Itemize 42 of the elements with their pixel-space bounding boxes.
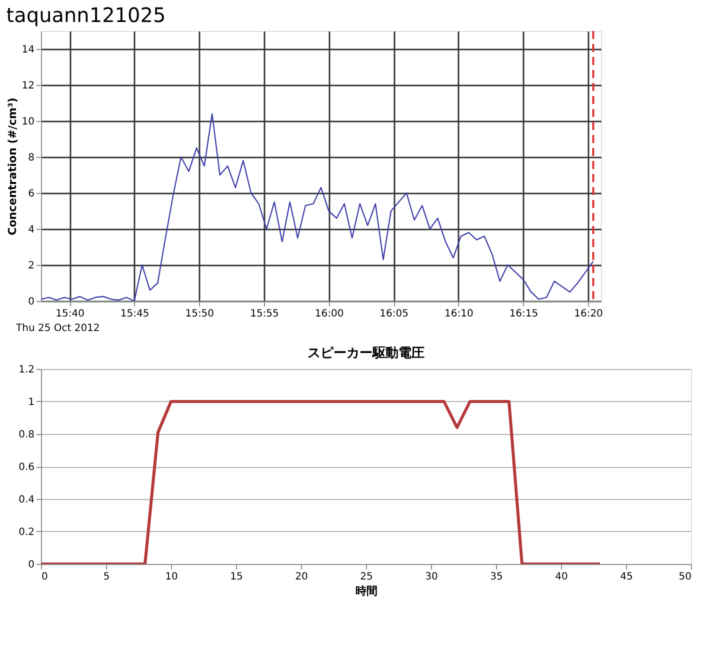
x-tick-label: 50 — [678, 572, 692, 582]
y-tick-label: 6 — [28, 188, 34, 200]
x-tick-label: 25 — [360, 572, 373, 582]
x-tick-label: 16:00 — [314, 308, 344, 320]
x-tick-label: 15:40 — [56, 308, 84, 320]
y-tick-label: 8 — [28, 152, 34, 164]
x-axis-title: 時間 — [356, 584, 378, 598]
line-series — [41, 400, 602, 564]
y-tick-label: 10 — [22, 116, 34, 128]
y-tick-label: 1 — [28, 397, 34, 408]
chart-title: スピーカー駆動電圧 — [308, 346, 424, 361]
x-tick-label: 15 — [230, 572, 243, 582]
y-tick-label: 1.2 — [18, 364, 34, 376]
x-tick-label: 45 — [620, 572, 633, 582]
y-tick-label: 0.4 — [18, 494, 34, 506]
x-tick-label: 15:50 — [185, 308, 214, 320]
x-tick-label: 5 — [103, 572, 110, 582]
text: Thu 25 Oct 2012 — [15, 323, 100, 334]
y-tick-label: 2 — [28, 260, 34, 272]
x-tick-label: 40 — [555, 572, 568, 582]
line-series — [41, 113, 594, 301]
chart-title: taquann121025 — [6, 3, 166, 27]
x-tick-label: 20 — [295, 572, 308, 582]
y-tick-label: 0.2 — [18, 527, 34, 538]
y-tick-label: 0.6 — [18, 462, 34, 473]
x-tick-label: 15:55 — [250, 308, 279, 320]
y-tick-label: 0 — [28, 560, 34, 570]
x-tick-label: 16:15 — [509, 308, 538, 320]
y-tick-label: 0 — [28, 296, 34, 308]
x-tick-label: 10 — [165, 572, 178, 582]
x-tick-label: 0 — [42, 572, 48, 582]
x-tick-label: 15:45 — [120, 308, 150, 320]
y-tick-label: 14 — [22, 44, 34, 56]
x-tick-label: 16:05 — [380, 308, 408, 320]
x-tick-label: 35 — [490, 572, 503, 582]
y-axis-title: Concentration (#/cm³) — [6, 98, 19, 236]
y-tick-label: 0.8 — [18, 430, 34, 440]
y-tick-label: 12 — [22, 80, 34, 92]
x-tick-label: 16:20 — [574, 308, 603, 320]
x-tick-label: 16:10 — [444, 308, 474, 320]
x-tick-label: 30 — [425, 572, 438, 582]
y-tick-label: 4 — [28, 224, 34, 236]
